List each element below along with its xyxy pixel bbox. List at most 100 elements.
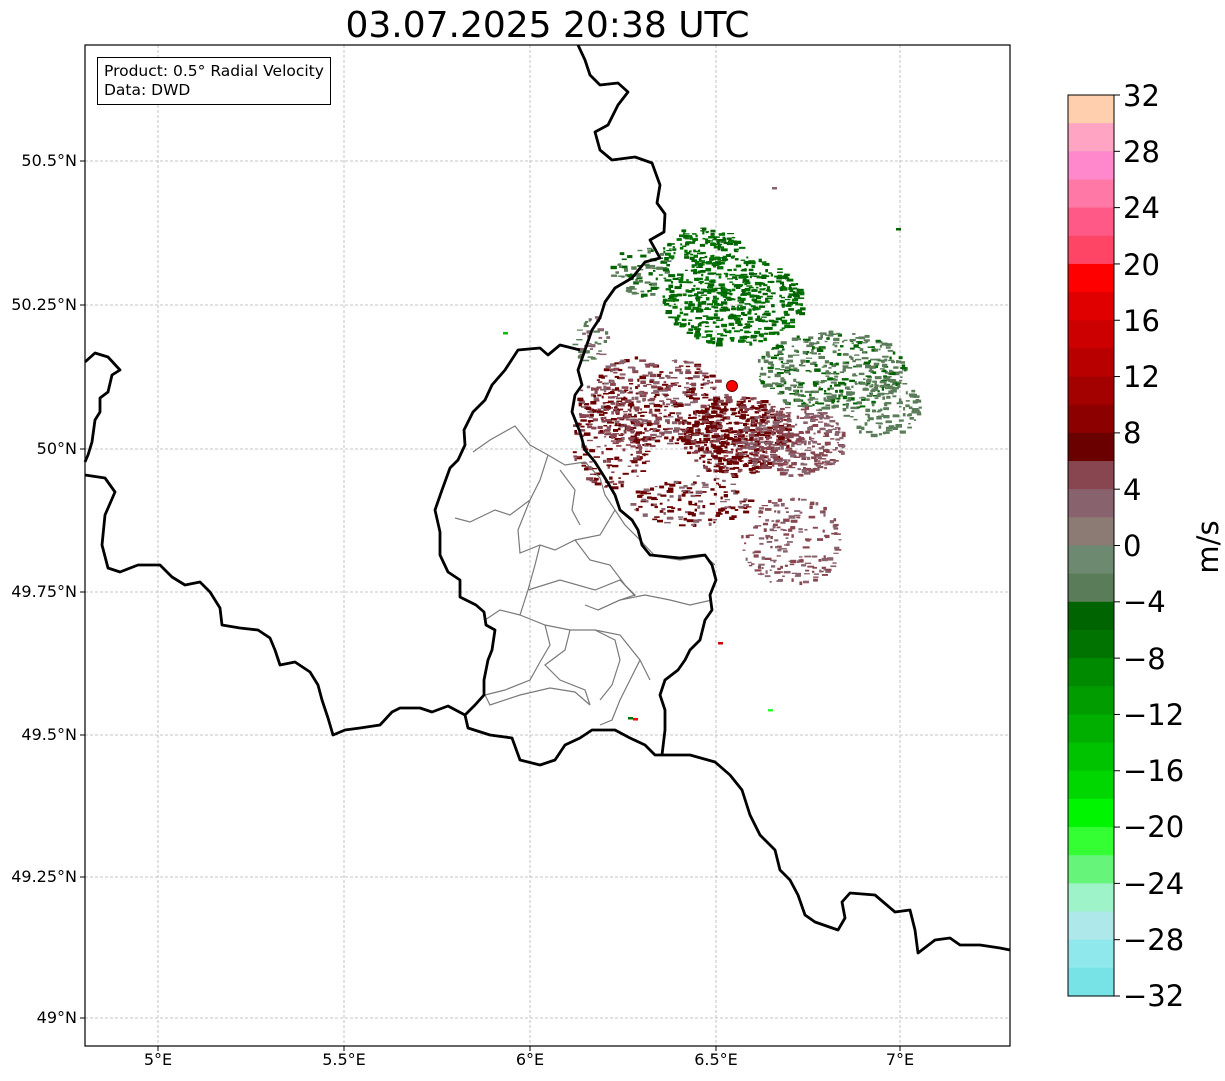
radar-echo-cell: [772, 420, 780, 424]
radar-echo-cell: [597, 425, 603, 429]
radar-echo-cell: [866, 379, 871, 383]
radar-echo-cell: [753, 306, 759, 310]
radar-echo-cell: [747, 320, 754, 323]
radar-echo-cell: [776, 280, 782, 283]
radar-echo-cell: [866, 381, 871, 385]
radar-echo-cell: [788, 432, 794, 436]
radar-echo-cell: [796, 288, 800, 292]
radar-echo-cell: [646, 383, 652, 386]
radar-echo-cell: [670, 293, 676, 296]
radar-echo-cell: [596, 446, 601, 448]
radar-echo-cell: [801, 457, 807, 460]
radar-echo-cell: [713, 465, 720, 468]
radar-echo-cell: [846, 388, 851, 390]
radar-echo-cell: [757, 408, 761, 412]
radar-echo-cell: [761, 400, 769, 404]
radar-echo-cell: [718, 292, 725, 295]
radar-echo-cell: [841, 378, 849, 381]
radar-echo-cell: [798, 382, 804, 386]
radar-echo-cell: [818, 460, 821, 463]
radar-echo-cell: [653, 403, 661, 408]
radar-echo-cell: [821, 574, 828, 576]
radar-echo-cell: [628, 378, 634, 382]
radar-echo-cell: [911, 408, 919, 412]
radar-echo-cell: [665, 374, 669, 378]
radar-echo-cell: [695, 410, 699, 412]
radar-echo-cell: [670, 400, 676, 404]
radar-echo-cell: [865, 364, 871, 369]
radar-echo-cell: [784, 298, 791, 301]
radar-echo-cell: [817, 430, 821, 434]
radar-echo-cell: [637, 249, 643, 252]
radar-echo-cell: [603, 368, 610, 372]
radar-echo-cell: [777, 353, 784, 355]
radar-echo-cell: [766, 295, 773, 297]
radar-echo-cell: [753, 275, 760, 278]
radar-echo-cell: [838, 450, 842, 454]
radar-echo-cell: [768, 272, 772, 274]
radar-echo-cell: [672, 248, 677, 251]
radar-echo-cell: [704, 308, 712, 310]
radar-echo-cell: [693, 519, 700, 523]
radar-echo-cell: [779, 300, 784, 303]
radar-echo-cell: [847, 397, 851, 400]
radar-echo-cell: [761, 355, 766, 359]
radar-echo-cell: [667, 420, 670, 425]
radar-echo-cell: [603, 382, 609, 385]
radar-echo-cell: [768, 709, 773, 712]
radar-echo-cell: [689, 294, 695, 297]
radar-echo-cell: [676, 438, 680, 442]
radar-echo-cell: [724, 506, 731, 509]
radar-echo-cell: [594, 482, 602, 486]
radar-echo-cell: [654, 516, 660, 518]
radar-echo-cell: [649, 362, 655, 365]
radar-echo-cell: [636, 450, 643, 454]
radar-echo-cell: [844, 382, 847, 386]
radar-echo-cell: [645, 364, 651, 368]
radar-echo-cell: [621, 265, 628, 269]
radar-echo-cell: [742, 455, 750, 458]
radar-echo-cell: [693, 433, 700, 436]
radar-echo-cell: [898, 356, 903, 360]
radar-echo-cell: [875, 339, 881, 342]
radar-echo-cell: [636, 475, 639, 477]
radar-echo-cell: [797, 311, 803, 314]
radar-echo-cell: [791, 578, 794, 582]
radar-echo-cell: [693, 284, 696, 287]
radar-echo-cell: [805, 431, 810, 434]
radar-echo-cell: [727, 458, 733, 462]
radar-echo-cell: [780, 418, 783, 422]
radar-echo-cell: [766, 429, 772, 432]
radar-echo-cell: [651, 496, 657, 501]
radar-echo-cell: [780, 521, 786, 524]
radar-echo-cell: [707, 461, 710, 464]
radar-echo-cell: [761, 464, 765, 467]
radar-echo-cell: [770, 273, 773, 277]
radar-echo-cell: [758, 415, 762, 417]
radar-echo-cell: [666, 516, 674, 520]
colorbar-segment: [1068, 883, 1114, 913]
radar-echo-cell: [735, 415, 741, 417]
radar-echo-cell: [763, 461, 766, 465]
radar-echo-cell: [732, 283, 735, 286]
radar-echo-cell: [696, 299, 700, 302]
radar-echo-cell: [722, 416, 727, 419]
radar-echo-cell: [623, 389, 629, 392]
radar-echo-cell: [663, 298, 668, 302]
radar-echo-cell: [737, 458, 742, 461]
radar-echo-cell: [679, 308, 682, 311]
radar-echo-cell: [800, 359, 806, 362]
radar-echo-cell: [746, 285, 753, 287]
radar-echo-cell: [721, 457, 726, 459]
radar-echo-cell: [691, 523, 695, 526]
radar-echo-cell: [747, 499, 755, 502]
radar-echo-cell: [649, 408, 653, 413]
radar-echo-cell: [683, 386, 690, 389]
radar-echo-cell: [708, 280, 713, 283]
radar-echo-cell: [579, 423, 582, 426]
radar-echo-cell: [700, 270, 706, 273]
radar-echo-cell: [830, 438, 835, 440]
radar-echo-cell: [581, 462, 588, 464]
radar-echo-cell: [709, 272, 717, 275]
radar-echo-cell: [722, 286, 726, 290]
